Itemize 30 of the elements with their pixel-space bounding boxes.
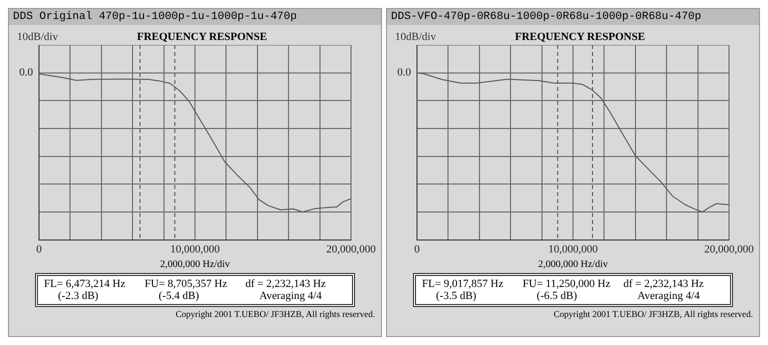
- y-axis-title: 10dB/div: [17, 31, 59, 45]
- text: 0.0: [397, 66, 412, 79]
- chart-title: DDS-VFO-470p-0R68u-1000p-0R68u-1000p-0R68u-470p: [387, 9, 759, 25]
- text: FL= 9,017,857 Hz: [422, 278, 504, 290]
- x-tick-label: 20,000,000: [704, 243, 754, 256]
- x-tick-label: 20,000,000: [326, 243, 376, 256]
- text: df = 2,232,143 Hz: [623, 278, 705, 290]
- text: Copyright 2001 T.UEBO/ JF3HZB, All rights reserved.: [552, 308, 754, 319]
- text: FU= 11,250,000 Hz: [522, 278, 612, 290]
- chart-subtitle: FREQUENCY RESPONSE: [137, 31, 268, 45]
- x-tick-label: 10,000,000: [170, 243, 220, 256]
- y-axis-title: 10dB/div: [395, 31, 437, 45]
- x-tick-label: 0: [414, 243, 420, 256]
- text: Averaging 4/4: [258, 290, 323, 302]
- text: df = 2,232,143 Hz: [245, 278, 327, 290]
- text: FL= 6,473,214 Hz: [44, 278, 126, 290]
- text: (-6.5 dB): [536, 290, 578, 302]
- text: (-2.3 dB): [57, 290, 100, 302]
- x-tick-label: 0: [36, 243, 42, 256]
- text: 0.0: [19, 66, 34, 79]
- x-axis-title: 2,000,000 Hz/div: [537, 259, 609, 270]
- text: Copyright 2001 T.UEBO/ JF3HZB, All rights reserved.: [174, 308, 376, 319]
- text: FU= 8,705,357 Hz: [144, 278, 228, 290]
- x-tick-label: 10,000,000: [548, 243, 598, 256]
- text: Averaging 4/4: [636, 290, 701, 302]
- text: (-5.4 dB): [158, 290, 200, 302]
- text: (-3.5 dB): [435, 290, 478, 302]
- chart-title: DDS Original 470p-1u-1000p-1u-1000p-1u-470p: [9, 9, 381, 25]
- x-axis-title: 2,000,000 Hz/div: [159, 259, 231, 270]
- chart-subtitle: FREQUENCY RESPONSE: [515, 31, 646, 45]
